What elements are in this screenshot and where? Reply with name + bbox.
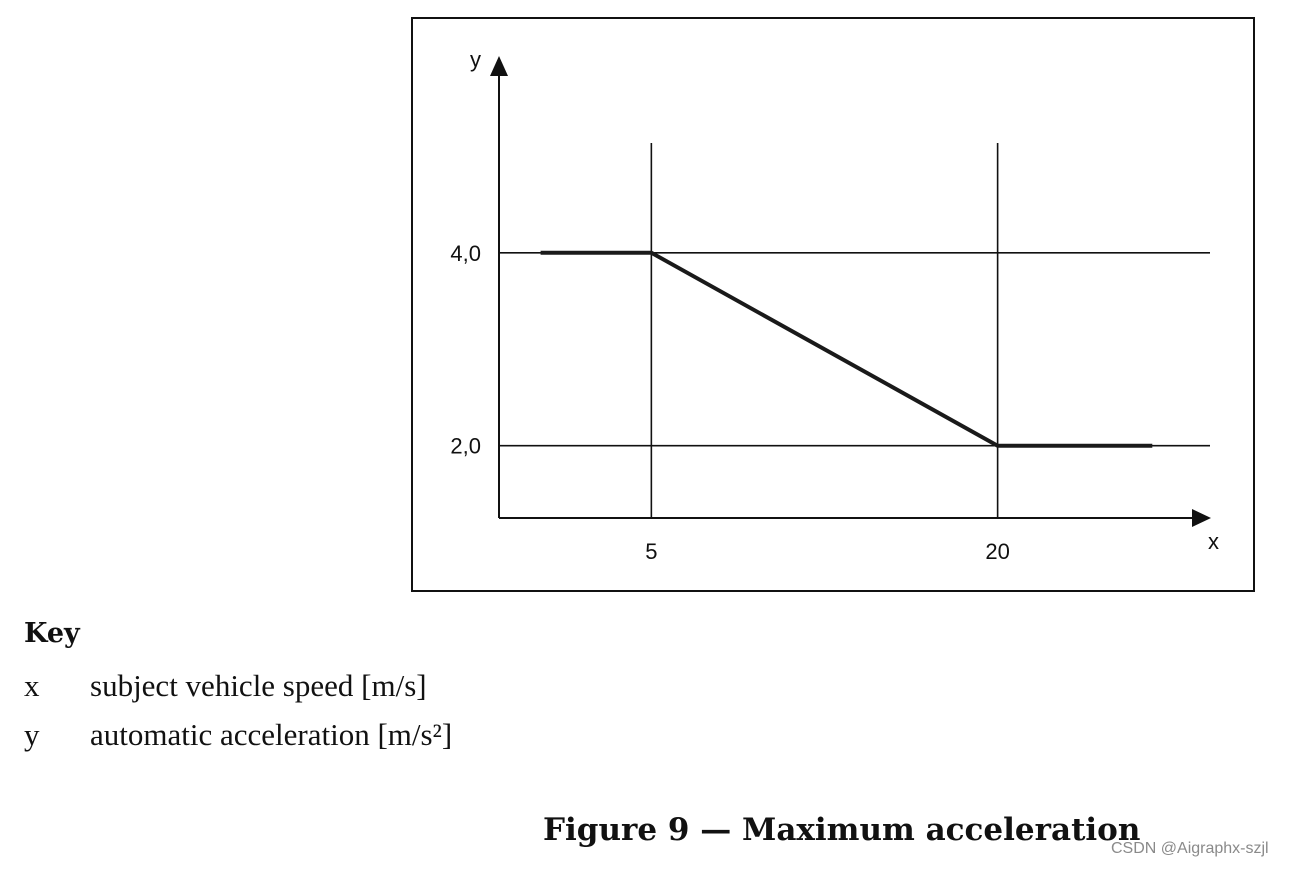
x-tick-label: 5 [645,539,657,564]
series-layer [540,250,1153,448]
key-symbol: x [24,668,40,703]
grid-lines [499,143,1210,518]
y-axis-arrow [490,56,508,76]
x-axis-label: x [1208,529,1219,554]
x-axis-arrow [1192,509,1211,527]
y-axis-label: y [470,47,481,72]
key-description: subject vehicle speed [m/s] [90,668,427,703]
key-entry-y: y automatic acceleration [m/s²] [24,717,452,753]
key-symbol: y [24,717,40,752]
y-tick-label: 2,0 [450,434,481,459]
tick-labels: 2,0 4,0 5 20 x y [450,47,1219,564]
y-tick-label: 4,0 [450,241,481,266]
figure-caption: Figure 9 — Maximum acceleration [543,812,1141,848]
x-tick-label: 20 [985,539,1009,564]
figure-frame [411,17,1255,592]
key-heading: Key [24,618,80,649]
axes [490,56,1211,527]
key-entry-x: x subject vehicle speed [m/s] [24,668,427,704]
series-line [540,250,1153,448]
key-description: automatic acceleration [m/s²] [90,717,453,752]
watermark: CSDN @Aigraphx-szjl [1111,840,1269,857]
